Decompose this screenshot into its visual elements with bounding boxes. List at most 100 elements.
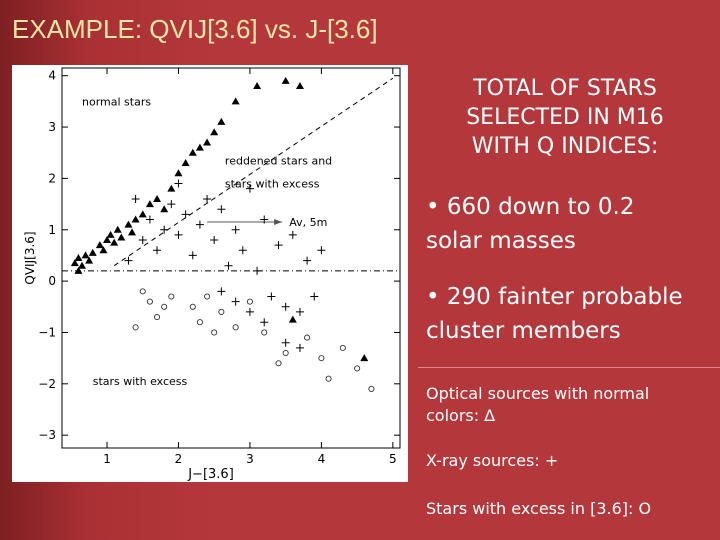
circle-point [153,314,161,321]
x-tick-label: 3 [246,452,254,466]
circle-point [168,293,175,300]
circle-point [146,298,153,305]
triangle-point [360,354,369,362]
annotation: stars with excess [93,375,188,388]
cross-point [167,200,176,209]
triangle-point [85,256,94,264]
triangle-point [153,194,162,202]
triangle-point [95,241,104,249]
triangle-point [74,266,83,274]
triangle-point [160,205,169,213]
circle-point [218,308,225,315]
x-tick-label: 2 [175,452,183,466]
triangle-point [188,148,197,156]
annotation: stars with excess [225,178,320,191]
x-tick-label: 4 [318,452,326,466]
triangle-point [281,76,290,84]
cross-point [203,194,212,203]
circle-point [196,319,203,326]
bullet: • 290 fainter probable cluster members [426,284,683,344]
circle-point [189,303,196,310]
triangle-point [131,215,140,223]
separator [418,367,720,368]
triangle-point [181,159,190,166]
cross-point [210,236,219,245]
triangle-point [288,315,297,323]
cross-point [260,215,269,224]
circle-point [339,344,346,351]
triangle-point [70,259,79,267]
cross-point [317,246,326,255]
circle-point [318,355,325,362]
cross-point [260,318,269,327]
circle-point [204,293,211,300]
triangle-point [231,97,240,105]
cross-point [174,230,183,239]
triangle-point [210,128,219,136]
x-tick-label: 1 [103,452,111,466]
triangle-point [203,138,212,146]
cross-point [160,225,169,234]
bullet-text: cluster members [426,318,621,344]
heading-line: TOTAL OF STARS [473,76,657,101]
plot-frame [61,67,401,449]
triangle-point [74,254,83,261]
cross-point [217,205,226,214]
heading: TOTAL OF STARS SELECTED IN M16 WITH Q IN… [430,74,700,161]
triangle-point [253,81,262,89]
circle-point [139,288,146,295]
y-tick-label: 1 [48,223,56,237]
triangle-point [217,117,226,125]
y-tick-label: −3 [38,428,56,442]
cross-point [295,343,304,352]
y-tick-label: 2 [48,171,56,185]
triangle-point [138,210,147,218]
cross-point [124,256,133,265]
circle-point [304,334,311,341]
cross-point [188,251,197,260]
triangle-point [106,230,115,238]
circle-point [161,303,168,310]
annotation: reddened stars and [225,154,332,167]
cross-point [267,292,276,301]
bullet-text: 660 down to 0.2 [446,194,635,220]
triangle-point [78,261,87,269]
triangle-point [88,248,97,256]
reference-line [113,77,394,267]
y-tick-label: 4 [48,69,56,83]
triangle-point [99,246,108,254]
circle-point [282,349,289,357]
triangle-point [103,236,112,244]
cross-point [145,215,154,224]
circle-point [211,329,218,336]
cross-point [195,220,204,229]
y-tick-label: 3 [48,120,56,134]
cross-point [231,297,240,306]
cross-point [231,225,240,234]
circle-point [368,385,375,392]
legend-entry: Optical sources with normal colors: ∆ [426,384,650,425]
legend-entry: Stars with excess in [3.6]: O [426,499,652,518]
circle-point [232,324,239,331]
triangle-point [81,251,90,259]
annotation: normal stars [82,95,151,108]
triangle-point [174,169,183,177]
circle-point [354,365,361,372]
circle-point [275,360,282,367]
triangle-point [145,200,154,208]
triangle-point [124,220,133,228]
cross-point [181,210,190,219]
cross-point [131,194,140,203]
slide-title: EXAMPLE: QVIJ[3.6] vs. J-[3.6] [12,14,378,44]
chart-background [12,65,408,482]
heading-line: SELECTED IN M16 [466,105,664,130]
cross-point [245,184,254,193]
triangle-point [167,184,176,192]
cross-point [310,292,319,301]
y-tick-label: −2 [38,377,56,391]
triangle-point [195,143,204,151]
cross-point [303,256,312,265]
cross-point [138,236,147,245]
bullet-text: 290 fainter probable [446,284,683,310]
